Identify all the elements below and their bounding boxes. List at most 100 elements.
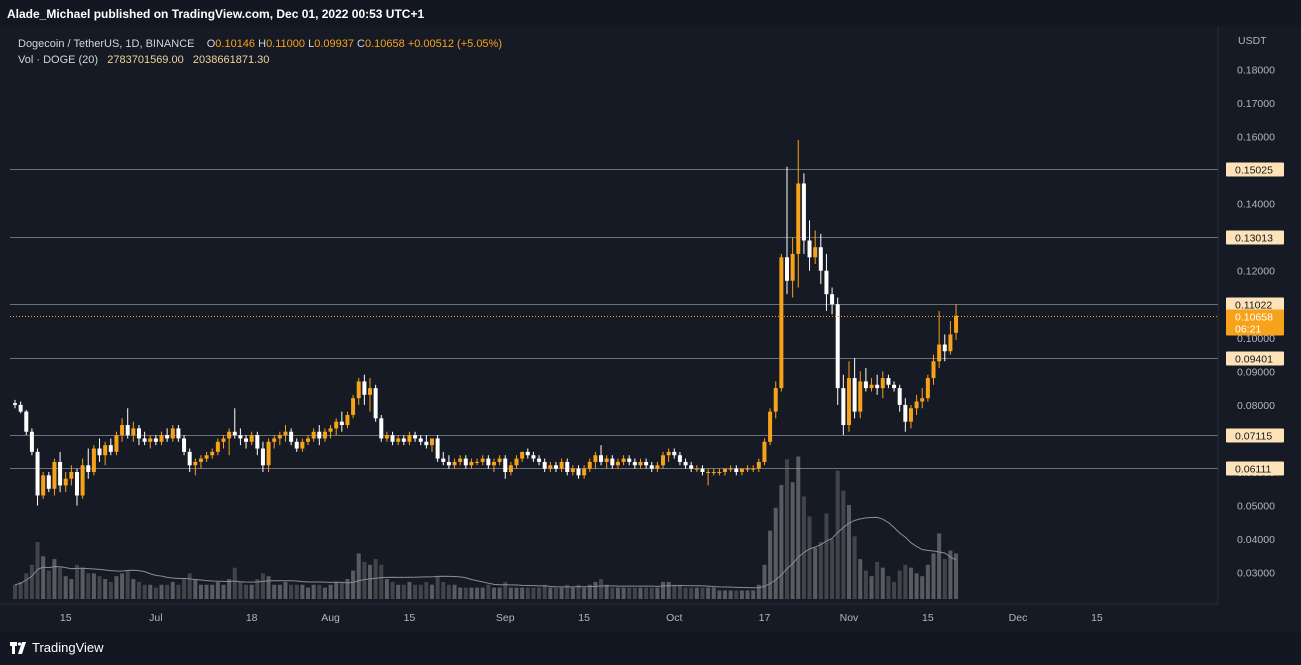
- level-label: 0.09401: [1235, 354, 1273, 366]
- volume-bar: [91, 573, 96, 599]
- candle-body: [458, 458, 463, 462]
- volume-bar: [356, 553, 361, 599]
- legend-change: +0.00512 (+5.05%): [407, 38, 502, 50]
- volume-bar: [221, 584, 226, 599]
- candle-body: [863, 381, 868, 389]
- footer-bar: [0, 631, 1301, 665]
- candle-body: [711, 472, 716, 473]
- volume-bar: [277, 584, 282, 599]
- volume-bar: [852, 536, 857, 599]
- tradingview-logo[interactable]: TradingView: [10, 640, 104, 655]
- volume-bar: [306, 587, 311, 599]
- y-tick-label: 0.12000: [1237, 266, 1275, 278]
- volume-bar: [198, 584, 203, 599]
- volume-bar: [807, 516, 812, 599]
- price-chart[interactable]: USDT0.180000.170000.160000.150000.140000…: [0, 27, 1301, 631]
- candle-body: [232, 431, 237, 436]
- last-price-countdown: 06:21: [1235, 324, 1261, 336]
- candle-body: [215, 441, 220, 452]
- tradingview-logo-icon: [10, 641, 26, 654]
- candle-body: [892, 384, 897, 389]
- volume-bar: [689, 587, 694, 599]
- volume-bar: [339, 581, 344, 599]
- volume-bar: [880, 567, 885, 599]
- candle-body: [717, 472, 722, 473]
- volume-bar: [69, 579, 74, 599]
- level-label-bg: [1226, 461, 1284, 476]
- candle-body: [542, 461, 547, 469]
- candle-body: [35, 451, 40, 496]
- volume-bar: [835, 470, 840, 599]
- candle-body: [886, 378, 891, 385]
- candle-body: [841, 388, 846, 426]
- candle-body: [824, 270, 829, 295]
- candle-body: [210, 451, 215, 456]
- level-label-bg: [1226, 351, 1284, 366]
- candle-body: [801, 183, 806, 241]
- candle-body: [908, 408, 913, 422]
- candle-body: [835, 304, 840, 389]
- candle-body: [407, 435, 412, 442]
- volume-bar: [886, 576, 891, 599]
- volume-bar: [559, 587, 564, 599]
- volume-bar: [677, 584, 682, 599]
- candle-body: [593, 455, 598, 462]
- volume-bar: [514, 587, 519, 599]
- candle-body: [649, 465, 654, 469]
- candle-body: [599, 455, 604, 462]
- candle-body: [86, 465, 91, 472]
- volume-bar: [204, 584, 209, 599]
- legend-volume-label[interactable]: Vol · DOGE (20): [18, 54, 99, 66]
- candle-body: [204, 455, 209, 459]
- legend-open-label: O: [206, 38, 216, 50]
- candle-body: [553, 465, 558, 469]
- legend-symbol[interactable]: Dogecoin / TetherUS, 1D, BINANCE: [18, 38, 195, 50]
- volume-bar: [238, 581, 243, 599]
- x-tick-label: 15: [578, 612, 590, 624]
- candle-body: [413, 435, 418, 439]
- candle-body: [830, 294, 835, 305]
- volume-bar: [322, 587, 327, 599]
- candle-body: [317, 431, 322, 439]
- volume-bar: [407, 581, 412, 599]
- level-label-bg: [1226, 428, 1284, 443]
- y-tick-label: 0.09000: [1237, 366, 1275, 378]
- x-tick-label: Nov: [840, 612, 859, 624]
- candle-body: [875, 384, 880, 389]
- candle-body: [249, 435, 254, 442]
- volume-bar: [379, 564, 384, 599]
- candle-body: [272, 438, 277, 442]
- candle-body: [401, 438, 406, 442]
- volume-bar: [824, 513, 829, 599]
- volume-bar: [728, 590, 733, 599]
- volume-bar: [294, 584, 299, 599]
- candle-body: [390, 435, 395, 442]
- volume-bar: [210, 584, 215, 599]
- x-tick-label: 15: [922, 612, 934, 624]
- candle-body: [869, 384, 874, 389]
- candle-body: [159, 435, 164, 442]
- last-price-label-bg: [1226, 309, 1284, 336]
- last-price-label: 0.10658: [1235, 312, 1273, 324]
- candle-body: [198, 458, 203, 462]
- volume-bar: [700, 587, 705, 599]
- candle-body: [920, 398, 925, 402]
- candle-body: [289, 431, 294, 442]
- y-tick-label: 0.04000: [1237, 534, 1275, 546]
- volume-bar: [644, 587, 649, 599]
- candle-body: [170, 428, 175, 439]
- candle-body: [52, 461, 57, 489]
- candle-body: [582, 468, 587, 476]
- volume-bar: [717, 590, 722, 599]
- volume-bar: [621, 587, 626, 599]
- candle-body: [46, 475, 51, 489]
- volume-bar: [441, 581, 446, 599]
- candle-body: [745, 468, 750, 470]
- candle-body: [818, 247, 823, 271]
- legend-volume-value: 2783701569.00: [107, 54, 184, 66]
- volume-bar: [497, 587, 502, 599]
- candle-body: [452, 461, 457, 466]
- chart-frame[interactable]: USDT0.180000.170000.160000.150000.140000…: [0, 27, 1301, 631]
- volume-bar: [841, 490, 846, 599]
- volume-bar: [762, 564, 767, 599]
